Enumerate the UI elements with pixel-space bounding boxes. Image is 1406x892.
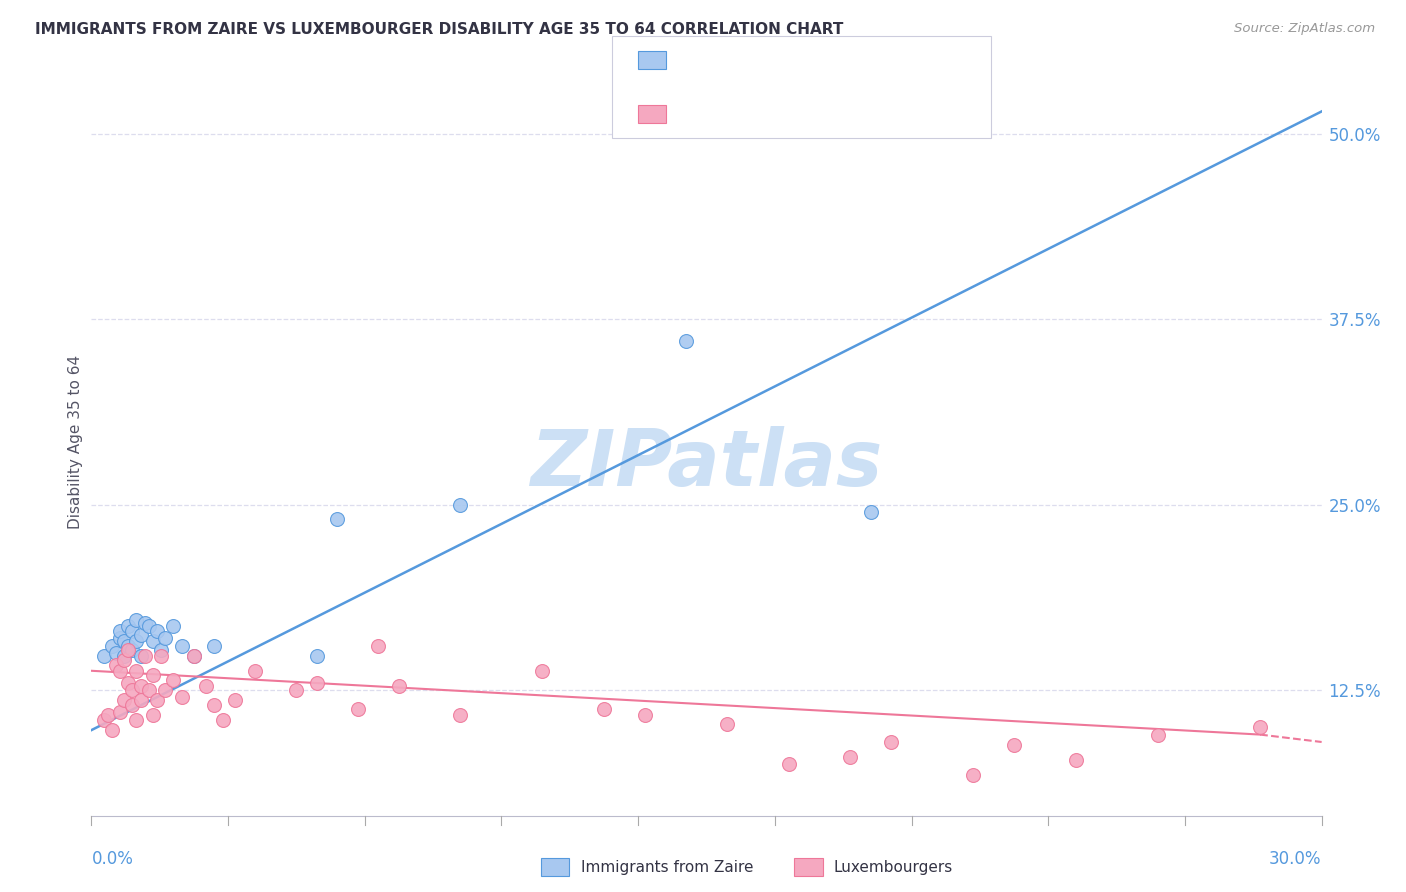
Point [117, 675, 139, 690]
Point [962, 767, 984, 781]
Point [125, 713, 148, 727]
Point [112, 693, 135, 707]
Point [108, 631, 131, 645]
Point [202, 639, 225, 653]
Point [142, 634, 165, 648]
Point [347, 702, 370, 716]
Point [150, 643, 173, 657]
Point [146, 693, 169, 707]
Point [1249, 720, 1271, 734]
Point [112, 653, 135, 667]
Point [117, 643, 139, 657]
Point [93, 648, 115, 663]
Text: IMMIGRANTS FROM ZAIRE VS LUXEMBOURGER DISABILITY AGE 35 TO 64 CORRELATION CHART: IMMIGRANTS FROM ZAIRE VS LUXEMBOURGER DI… [35, 22, 844, 37]
Text: R =: R = [678, 53, 711, 67]
Point [112, 648, 135, 663]
Point [183, 648, 205, 663]
Text: 0.842: 0.842 [724, 53, 772, 67]
Point [202, 698, 225, 712]
Point [105, 657, 127, 672]
Point [531, 664, 554, 678]
Point [449, 498, 471, 512]
Text: R =: R = [678, 107, 711, 121]
Point [121, 698, 143, 712]
Point [170, 639, 193, 653]
Point [367, 639, 389, 653]
Text: 0.0%: 0.0% [91, 850, 134, 868]
Point [778, 757, 800, 772]
Point [142, 668, 165, 682]
Point [108, 624, 131, 638]
Point [162, 673, 184, 687]
Point [125, 613, 148, 627]
Point [146, 624, 169, 638]
Point [125, 664, 148, 678]
Point [1064, 753, 1087, 767]
Point [134, 616, 156, 631]
Point [112, 634, 135, 648]
Point [117, 639, 139, 653]
Point [121, 683, 143, 698]
Point [108, 706, 131, 720]
Point [170, 690, 193, 705]
Point [285, 683, 308, 698]
Text: ZIPatlas: ZIPatlas [530, 426, 883, 502]
Point [245, 664, 267, 678]
Y-axis label: Disability Age 35 to 64: Disability Age 35 to 64 [67, 354, 83, 529]
Point [138, 619, 160, 633]
Text: 30: 30 [834, 53, 855, 67]
Point [880, 735, 903, 749]
Point [129, 628, 152, 642]
Point [150, 648, 173, 663]
Text: 49: 49 [834, 107, 855, 121]
Point [195, 679, 218, 693]
Text: Source: ZipAtlas.com: Source: ZipAtlas.com [1234, 22, 1375, 36]
Point [326, 512, 349, 526]
Point [593, 702, 616, 716]
Point [183, 648, 205, 663]
Text: N =: N = [787, 107, 821, 121]
Point [121, 624, 143, 638]
Point [101, 639, 124, 653]
Point [224, 693, 246, 707]
Text: -0.336: -0.336 [724, 107, 779, 121]
Point [153, 683, 177, 698]
Point [634, 708, 657, 723]
Point [388, 679, 411, 693]
Point [129, 693, 152, 707]
Point [1146, 728, 1168, 742]
Point [716, 717, 738, 731]
Point [138, 683, 160, 698]
Point [211, 713, 233, 727]
Point [449, 708, 471, 723]
Point [93, 713, 115, 727]
Text: N =: N = [787, 53, 821, 67]
Point [162, 619, 184, 633]
Point [839, 749, 862, 764]
Point [108, 664, 131, 678]
Point [134, 648, 156, 663]
Point [305, 675, 328, 690]
Point [859, 505, 882, 519]
Point [1002, 738, 1025, 752]
Point [305, 648, 328, 663]
Point [675, 334, 697, 349]
Text: Luxembourgers: Luxembourgers [834, 860, 953, 874]
Text: Immigrants from Zaire: Immigrants from Zaire [581, 860, 754, 874]
Text: 30.0%: 30.0% [1270, 850, 1322, 868]
Point [117, 619, 139, 633]
Point [97, 708, 120, 723]
Point [121, 643, 143, 657]
Point [101, 723, 124, 738]
Point [125, 634, 148, 648]
Point [105, 646, 127, 660]
Point [142, 708, 165, 723]
Point [129, 648, 152, 663]
Point [129, 679, 152, 693]
Point [153, 631, 177, 645]
